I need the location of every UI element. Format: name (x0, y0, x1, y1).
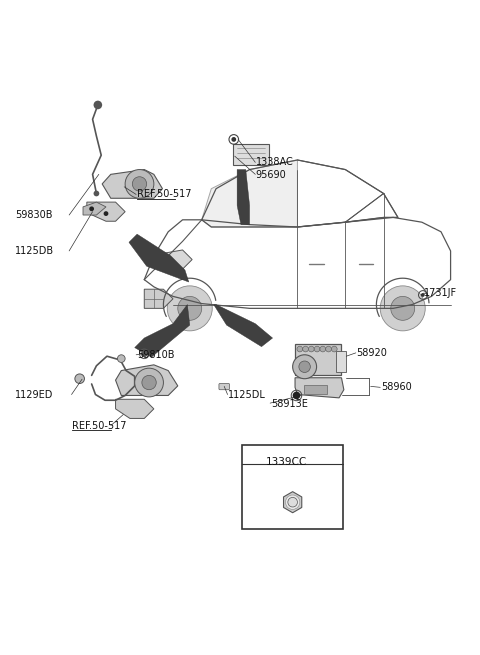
Circle shape (293, 355, 317, 379)
Polygon shape (83, 202, 106, 215)
Circle shape (231, 137, 236, 141)
Text: 58913E: 58913E (271, 399, 308, 409)
Text: 1129ED: 1129ED (15, 390, 53, 400)
Polygon shape (295, 378, 344, 398)
Polygon shape (116, 365, 178, 396)
Circle shape (391, 297, 415, 320)
Polygon shape (214, 305, 273, 346)
Polygon shape (144, 290, 173, 309)
Circle shape (314, 346, 320, 352)
Circle shape (142, 375, 156, 390)
Text: 1338AC: 1338AC (256, 157, 294, 168)
Circle shape (104, 211, 108, 216)
Text: REF.50-517: REF.50-517 (137, 189, 192, 199)
Text: 95690: 95690 (256, 170, 287, 180)
Polygon shape (202, 160, 298, 227)
Polygon shape (237, 170, 250, 225)
Circle shape (288, 497, 298, 507)
Circle shape (75, 374, 84, 383)
Text: 59830B: 59830B (15, 210, 52, 220)
Polygon shape (284, 492, 302, 513)
Text: REF.50-517: REF.50-517 (72, 421, 127, 430)
Circle shape (167, 286, 212, 331)
Text: 58960: 58960 (381, 383, 412, 392)
Text: 1125DL: 1125DL (228, 390, 266, 400)
Bar (336, 352, 346, 371)
Polygon shape (129, 234, 189, 282)
Circle shape (303, 346, 309, 352)
Polygon shape (135, 305, 190, 357)
Circle shape (94, 191, 99, 196)
Polygon shape (116, 400, 154, 419)
Bar (295, 345, 341, 375)
Circle shape (299, 361, 311, 373)
Circle shape (94, 101, 102, 109)
Circle shape (309, 346, 314, 352)
Bar (242, 445, 343, 529)
Circle shape (331, 346, 337, 352)
Circle shape (325, 346, 331, 352)
Circle shape (125, 170, 154, 198)
Circle shape (89, 206, 94, 211)
Text: 1339CC: 1339CC (265, 457, 307, 466)
Circle shape (286, 495, 300, 510)
Circle shape (132, 177, 147, 191)
FancyBboxPatch shape (219, 383, 229, 390)
Circle shape (118, 355, 125, 362)
Circle shape (421, 293, 425, 297)
Bar (304, 385, 327, 394)
Text: 59810B: 59810B (137, 350, 175, 360)
Polygon shape (102, 170, 162, 198)
Text: 1731JF: 1731JF (424, 288, 457, 298)
Polygon shape (158, 250, 192, 269)
Text: 1125DB: 1125DB (15, 246, 54, 256)
Circle shape (178, 297, 202, 320)
Circle shape (135, 368, 163, 397)
Circle shape (297, 346, 303, 352)
Polygon shape (87, 202, 125, 221)
Text: 58920: 58920 (356, 348, 387, 358)
Bar (233, 143, 269, 165)
Circle shape (141, 350, 148, 357)
Circle shape (320, 346, 325, 352)
Circle shape (380, 286, 425, 331)
Circle shape (293, 392, 300, 400)
